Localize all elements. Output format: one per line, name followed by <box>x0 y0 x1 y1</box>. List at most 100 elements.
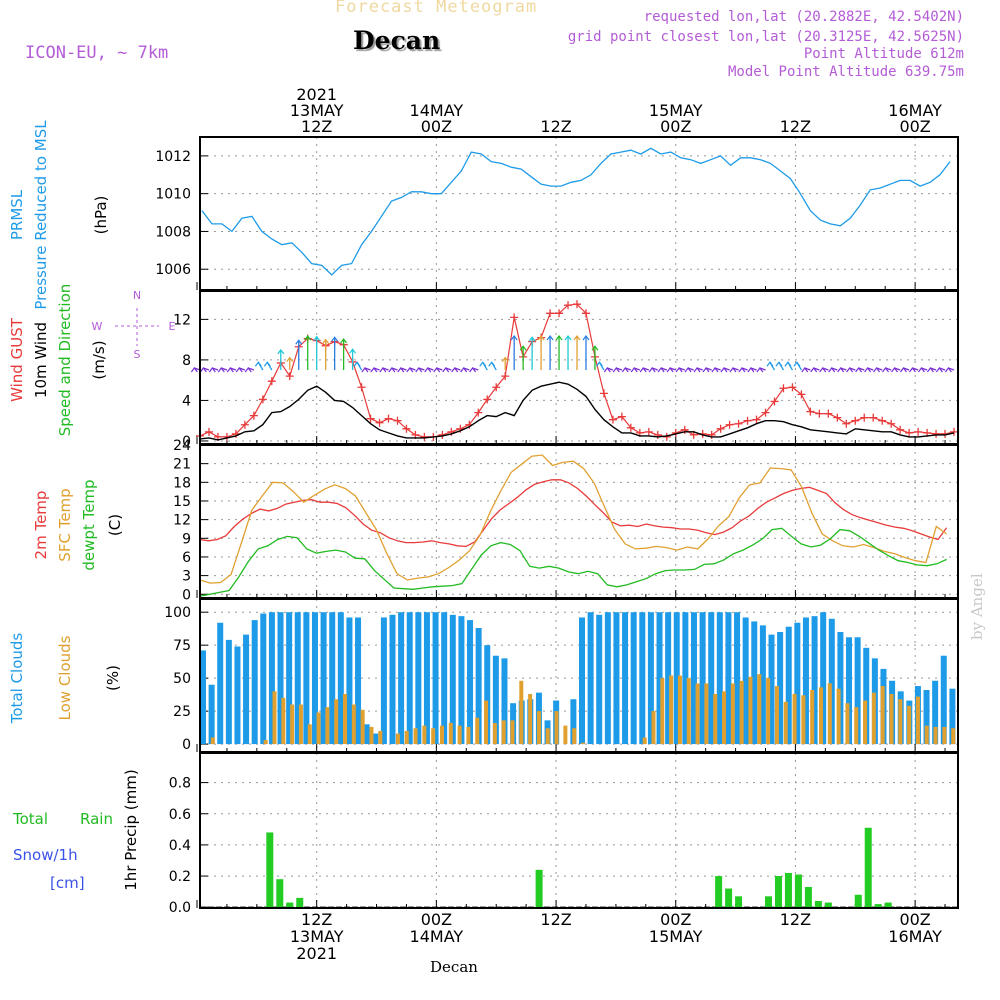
low-cloud-bar <box>774 686 779 745</box>
low-cloud-bar <box>766 678 771 745</box>
wind-arrow-head <box>702 366 710 373</box>
total-cloud-bar <box>243 634 250 745</box>
wind-arrow-head <box>406 366 414 373</box>
gust-marker <box>626 423 635 432</box>
wind-axis-label: Speed and Direction <box>56 284 74 437</box>
total-cloud-bar <box>320 612 327 745</box>
total-cloud-bar <box>699 612 706 745</box>
low-cloud-bar <box>783 701 788 745</box>
total-cloud-bar <box>630 612 637 745</box>
gust-marker <box>905 428 914 437</box>
y-tick-label: 1008 <box>155 224 191 240</box>
precip-bar <box>276 879 284 908</box>
pressure-axis-label: Pressure Reduced to MSL <box>32 120 50 310</box>
total-cloud-bar <box>587 612 594 745</box>
low-cloud-bar <box>757 674 762 745</box>
total-cloud-bar <box>647 612 654 745</box>
bottom-time-label: 12Z <box>780 910 811 929</box>
low-cloud-bar <box>722 691 727 745</box>
total-cloud-bar <box>665 612 672 745</box>
total-cloud-bar <box>449 614 456 745</box>
model-altitude: Model Point Altitude 639.75m <box>727 64 964 80</box>
low-cloud-bar <box>642 737 647 745</box>
total-cloud-bar <box>363 724 370 745</box>
wind-arrow-head <box>882 366 890 373</box>
precip-bar <box>824 902 832 908</box>
wind-arrow-head <box>603 366 611 373</box>
wind-arrow-head <box>729 366 737 373</box>
total-cloud-bar <box>260 613 267 745</box>
wind-arrow-head <box>935 366 943 373</box>
total-cloud-bar <box>372 733 379 745</box>
total-cloud-bar <box>794 622 801 745</box>
gust-marker <box>474 408 483 417</box>
low-cloud-bar <box>695 683 700 745</box>
wind-arrow-head <box>340 338 348 344</box>
y-tick-label: 50 <box>173 671 191 687</box>
precip-bar <box>266 832 274 908</box>
gust-marker <box>483 395 492 404</box>
gust-marker <box>267 377 276 386</box>
total-cloud-bar <box>802 617 809 745</box>
low-cloud-bar <box>501 720 506 745</box>
low-cloud-bar <box>351 704 356 745</box>
wind-arrow-head <box>433 366 441 373</box>
precip-bar <box>725 888 733 908</box>
bottom-time-label: 00Z <box>660 910 691 929</box>
total-cloud-bar <box>441 612 448 745</box>
total-cloud-bar <box>346 617 353 745</box>
gust-line <box>199 303 955 438</box>
wind-arrow-head <box>564 335 572 341</box>
wind-arrow-head <box>775 361 783 367</box>
y-tick-label: 4 <box>182 393 191 409</box>
low-cloud-bar <box>889 693 894 745</box>
gust-marker <box>501 372 510 381</box>
y-tick-label: 24 <box>173 438 191 454</box>
wind-arrow-head <box>546 335 554 341</box>
total-cloud-bar <box>432 612 439 745</box>
precip-snow-label: Snow/1h <box>13 846 78 864</box>
gust-marker <box>842 419 851 428</box>
wind-arrow-head <box>322 338 330 344</box>
wind-arrow-head <box>295 339 303 345</box>
bottom-time-label: 12Z <box>301 910 332 929</box>
gust-marker <box>384 414 393 423</box>
gust-marker <box>240 420 249 429</box>
gust-marker <box>249 411 258 420</box>
total-cloud-bar <box>303 612 310 745</box>
gust-marker <box>824 409 833 418</box>
wind-arrow-head <box>286 356 294 362</box>
low-cloud-bar <box>404 730 409 745</box>
precip-bar <box>854 894 862 908</box>
low-cloud-bar <box>492 722 497 745</box>
low-cloud-bar <box>360 709 365 745</box>
location-title: Decan <box>353 26 441 55</box>
low-cloud-bar <box>660 678 665 745</box>
gust-marker <box>887 419 896 428</box>
wind-arrow-head <box>819 366 827 373</box>
low-cloud-bar <box>422 725 427 745</box>
top-time-label: 00Z <box>660 117 691 136</box>
total-cloud-bar <box>234 646 241 745</box>
top-time-label: 00Z <box>421 117 452 136</box>
wind-arrow-head <box>460 366 468 373</box>
gust-marker <box>851 416 860 425</box>
precip-bar <box>804 886 812 908</box>
wind-arrow-head <box>415 366 423 373</box>
precip-axis-label: 1hr Precip (mm) <box>122 769 140 890</box>
wind-arrow-head <box>648 366 656 373</box>
wind-arrow-head <box>720 366 728 373</box>
wind-arrow-head <box>226 366 234 373</box>
total-cloud-bar <box>923 690 930 745</box>
top-time-label: 2021 <box>296 85 337 104</box>
low-cloud-bar <box>545 728 550 745</box>
gust-marker <box>878 416 887 425</box>
low-cloud-bar <box>907 705 912 745</box>
low-cloud-bar <box>431 728 436 745</box>
total-cloud-bar <box>828 618 835 745</box>
low-cloud-bar <box>439 725 444 745</box>
wind-arrow-head <box>766 361 774 367</box>
total-cloud-bar <box>415 612 422 745</box>
low-cloud-bar <box>827 683 832 745</box>
low-cloud-bar <box>466 726 471 745</box>
